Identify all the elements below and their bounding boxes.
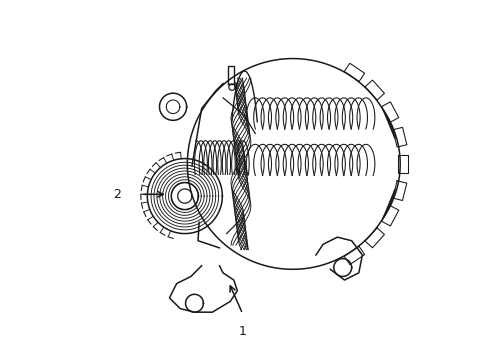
Text: 2: 2 [113, 188, 121, 201]
Text: 1: 1 [238, 325, 246, 338]
